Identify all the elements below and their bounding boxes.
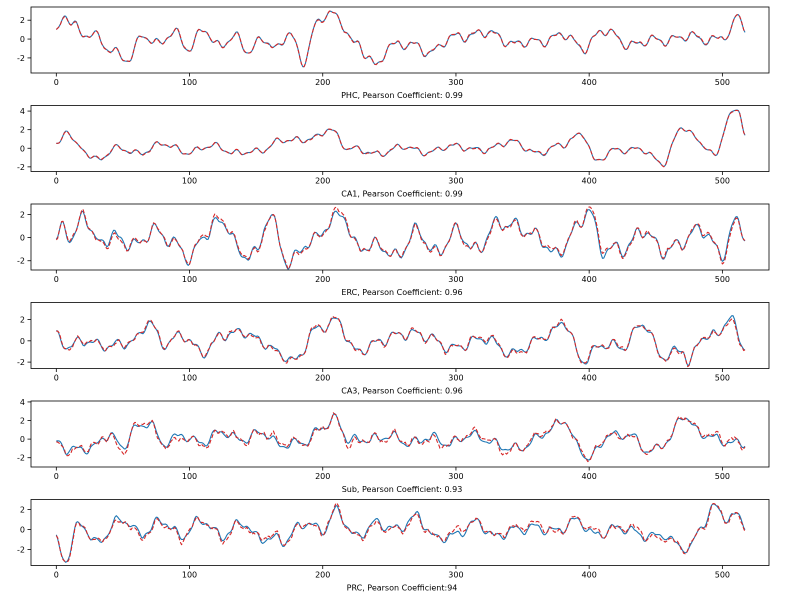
y-tick-label: 4 [20,398,25,407]
axes-frame [30,400,770,468]
y-tick-label: 2 [20,126,25,135]
series-predicted-line [56,412,746,463]
y-tick-label: 0 [20,435,25,444]
y-tick-label: -2 [17,257,25,266]
series-predicted-line [56,109,746,168]
y-tick-label: -2 [17,454,25,463]
y-tick-label: 2 [20,417,25,426]
x-tick-label: 0 [54,374,59,383]
x-axis-label: ERC, Pearson Coefficient: 0.96 [341,288,462,297]
x-tick-label: 400 [582,78,597,87]
x-tick-label: 400 [582,374,597,383]
axes-frame [30,203,770,271]
y-tick-label: -2 [17,163,25,172]
x-tick-label: 200 [315,275,330,284]
y-tick-label: 2 [20,210,25,219]
series-predicted-line [55,206,746,270]
x-tick-label: 400 [582,275,597,284]
y-tick-label: 0 [20,144,25,153]
x-axis-label: Sub, Pearson Coefficient: 0.93 [342,485,463,494]
x-tick-label: 200 [315,472,330,481]
x-tick-label: 0 [54,472,59,481]
panel-3: 0 100 200 300 400 500 -2 0 2 CA3, Pearson Coeffic… [17,302,770,396]
x-tick-label: 400 [582,472,597,481]
x-tick-label: 500 [715,472,730,481]
x-tick-label: 100 [182,571,197,580]
series-actual-line [55,209,746,270]
y-tick-label: -2 [17,546,25,555]
panel-0: 0 100 200 300 400 500 -2 0 2 PHC, Pearson Coeffic… [17,6,770,100]
x-tick-label: 200 [315,78,330,87]
y-tick-label: 2 [20,506,25,515]
y-tick-label: 2 [20,16,25,25]
x-tick-label: 100 [182,275,197,284]
series-actual-line [56,315,746,367]
x-tick-label: 400 [582,177,597,186]
x-tick-label: 500 [715,275,730,284]
x-tick-label: 300 [448,177,463,186]
x-tick-label: 500 [715,571,730,580]
series-predicted-line [55,502,746,563]
x-axis-label: CA3, Pearson Coefficient: 0.96 [341,387,463,396]
series-predicted-line [55,10,746,68]
axes-frame [30,499,770,566]
x-tick-label: 0 [54,571,59,580]
panel-4: 0 100 200 300 400 500 -2 0 2 4 Sub, Pearson Coeffi… [17,398,770,494]
series-actual-line [55,10,746,68]
series-actual-line [55,503,746,563]
x-axis-label: PHC, Pearson Coefficient: 0.99 [341,91,463,100]
x-tick-label: 0 [54,78,59,87]
x-tick-label: 200 [315,571,330,580]
x-tick-label: 100 [182,177,197,186]
panel-1: 0 100 200 300 400 500 -2 0 2 4 CA1, Pearson Coeffi… [17,105,770,199]
x-tick-label: 200 [315,374,330,383]
x-tick-label: 500 [715,177,730,186]
panel-2: 0 100 200 300 400 500 -2 0 2 ERC, Pearson Coeffic… [17,203,770,297]
y-tick-label: 0 [20,337,25,346]
panel-5: 0 100 200 300 400 500 -2 0 2 PRC, Pearson Coeffic… [17,499,770,593]
y-tick-label: -2 [17,54,25,63]
axes-frame [30,105,770,172]
series-actual-line [56,413,746,461]
y-tick-label: 2 [20,316,25,325]
x-tick-label: 200 [315,177,330,186]
x-axis-label: PRC, Pearson Coefficient:94 [347,584,458,593]
series-predicted-line [56,316,746,368]
y-tick-label: 0 [20,526,25,535]
axes-frame [30,302,770,369]
y-tick-label: 0 [20,35,25,44]
x-tick-label: 500 [715,78,730,87]
x-tick-label: 100 [182,472,197,481]
axes-frame [30,6,770,74]
x-tick-label: 100 [182,374,197,383]
series-actual-line [56,109,746,168]
x-tick-label: 400 [582,571,597,580]
x-tick-label: 0 [54,177,59,186]
y-tick-label: -2 [17,358,25,367]
x-tick-label: 300 [448,571,463,580]
x-tick-label: 100 [182,78,197,87]
x-tick-label: 0 [54,275,59,284]
x-tick-label: 300 [448,472,463,481]
x-tick-label: 500 [715,374,730,383]
x-tick-label: 300 [448,78,463,87]
x-axis-label: CA1, Pearson Coefficient: 0.99 [341,190,463,199]
y-tick-label: 0 [20,234,25,243]
x-tick-label: 300 [448,275,463,284]
y-tick-label: 4 [20,107,25,116]
x-tick-label: 300 [448,374,463,383]
